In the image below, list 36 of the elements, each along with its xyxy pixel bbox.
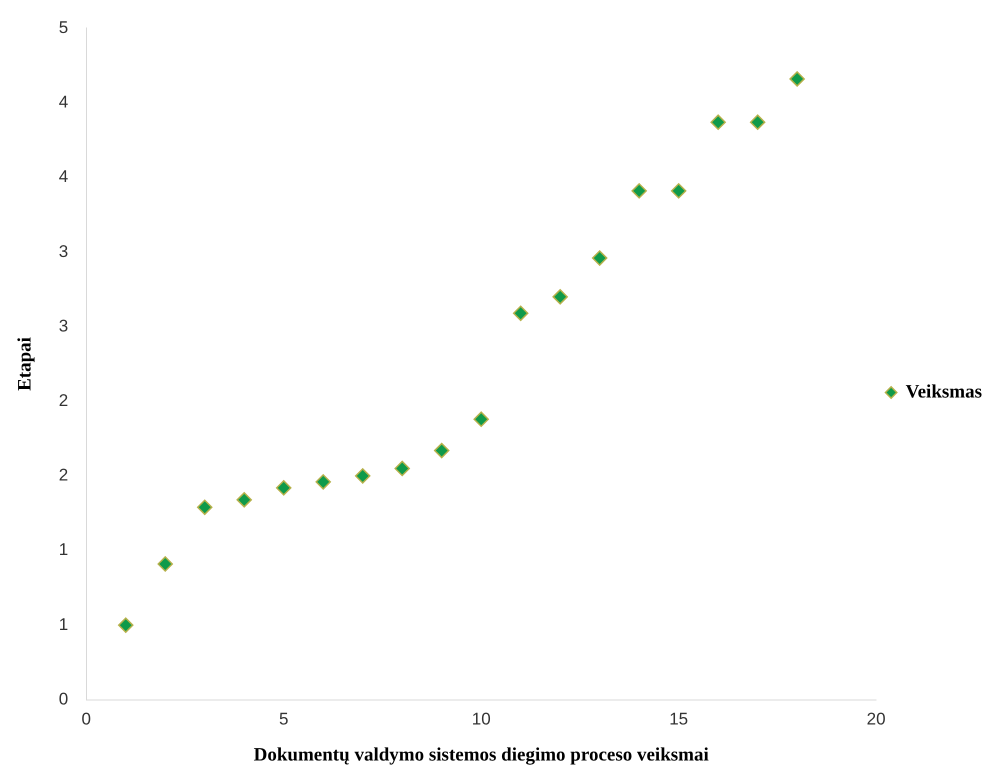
legend-label: Veiksmas bbox=[906, 381, 982, 402]
x-tick-label: 5 bbox=[278, 710, 288, 729]
y-tick-label: 3 bbox=[58, 316, 68, 336]
point bbox=[434, 442, 450, 458]
point bbox=[789, 71, 805, 87]
point bbox=[118, 617, 134, 633]
y-tick-label: 3 bbox=[58, 242, 68, 261]
x-tick-label: 0 bbox=[82, 710, 91, 729]
point bbox=[473, 411, 489, 427]
point bbox=[354, 468, 370, 484]
point bbox=[157, 556, 173, 572]
x-tick-label: 20 bbox=[866, 710, 886, 729]
y-axis-title: Etapai bbox=[14, 337, 36, 391]
y-tick-label: 5 bbox=[58, 18, 68, 37]
y-tick-label: 2 bbox=[58, 391, 68, 410]
y-tick-label: 4 bbox=[58, 92, 68, 112]
y-tick-label: 1 bbox=[58, 540, 68, 560]
point bbox=[276, 480, 292, 496]
point bbox=[236, 492, 252, 508]
point bbox=[710, 114, 726, 130]
point bbox=[196, 500, 212, 516]
x-axis-title: Dokumentų valdymo sistemos diegimo proceso veiksmai bbox=[254, 744, 709, 766]
point bbox=[670, 183, 686, 199]
y-tick-label: 0 bbox=[58, 689, 68, 708]
point bbox=[512, 306, 528, 322]
y-tick-label: 2 bbox=[58, 466, 68, 485]
point bbox=[394, 460, 410, 476]
point bbox=[315, 474, 331, 490]
x-tick-label: 10 bbox=[472, 710, 491, 729]
point bbox=[750, 114, 766, 130]
y-tick-label: 1 bbox=[58, 614, 68, 634]
point bbox=[631, 183, 647, 199]
x-tick-label: 15 bbox=[669, 710, 688, 729]
point bbox=[552, 289, 568, 305]
y-tick-label: 4 bbox=[58, 167, 68, 186]
point bbox=[592, 250, 608, 266]
